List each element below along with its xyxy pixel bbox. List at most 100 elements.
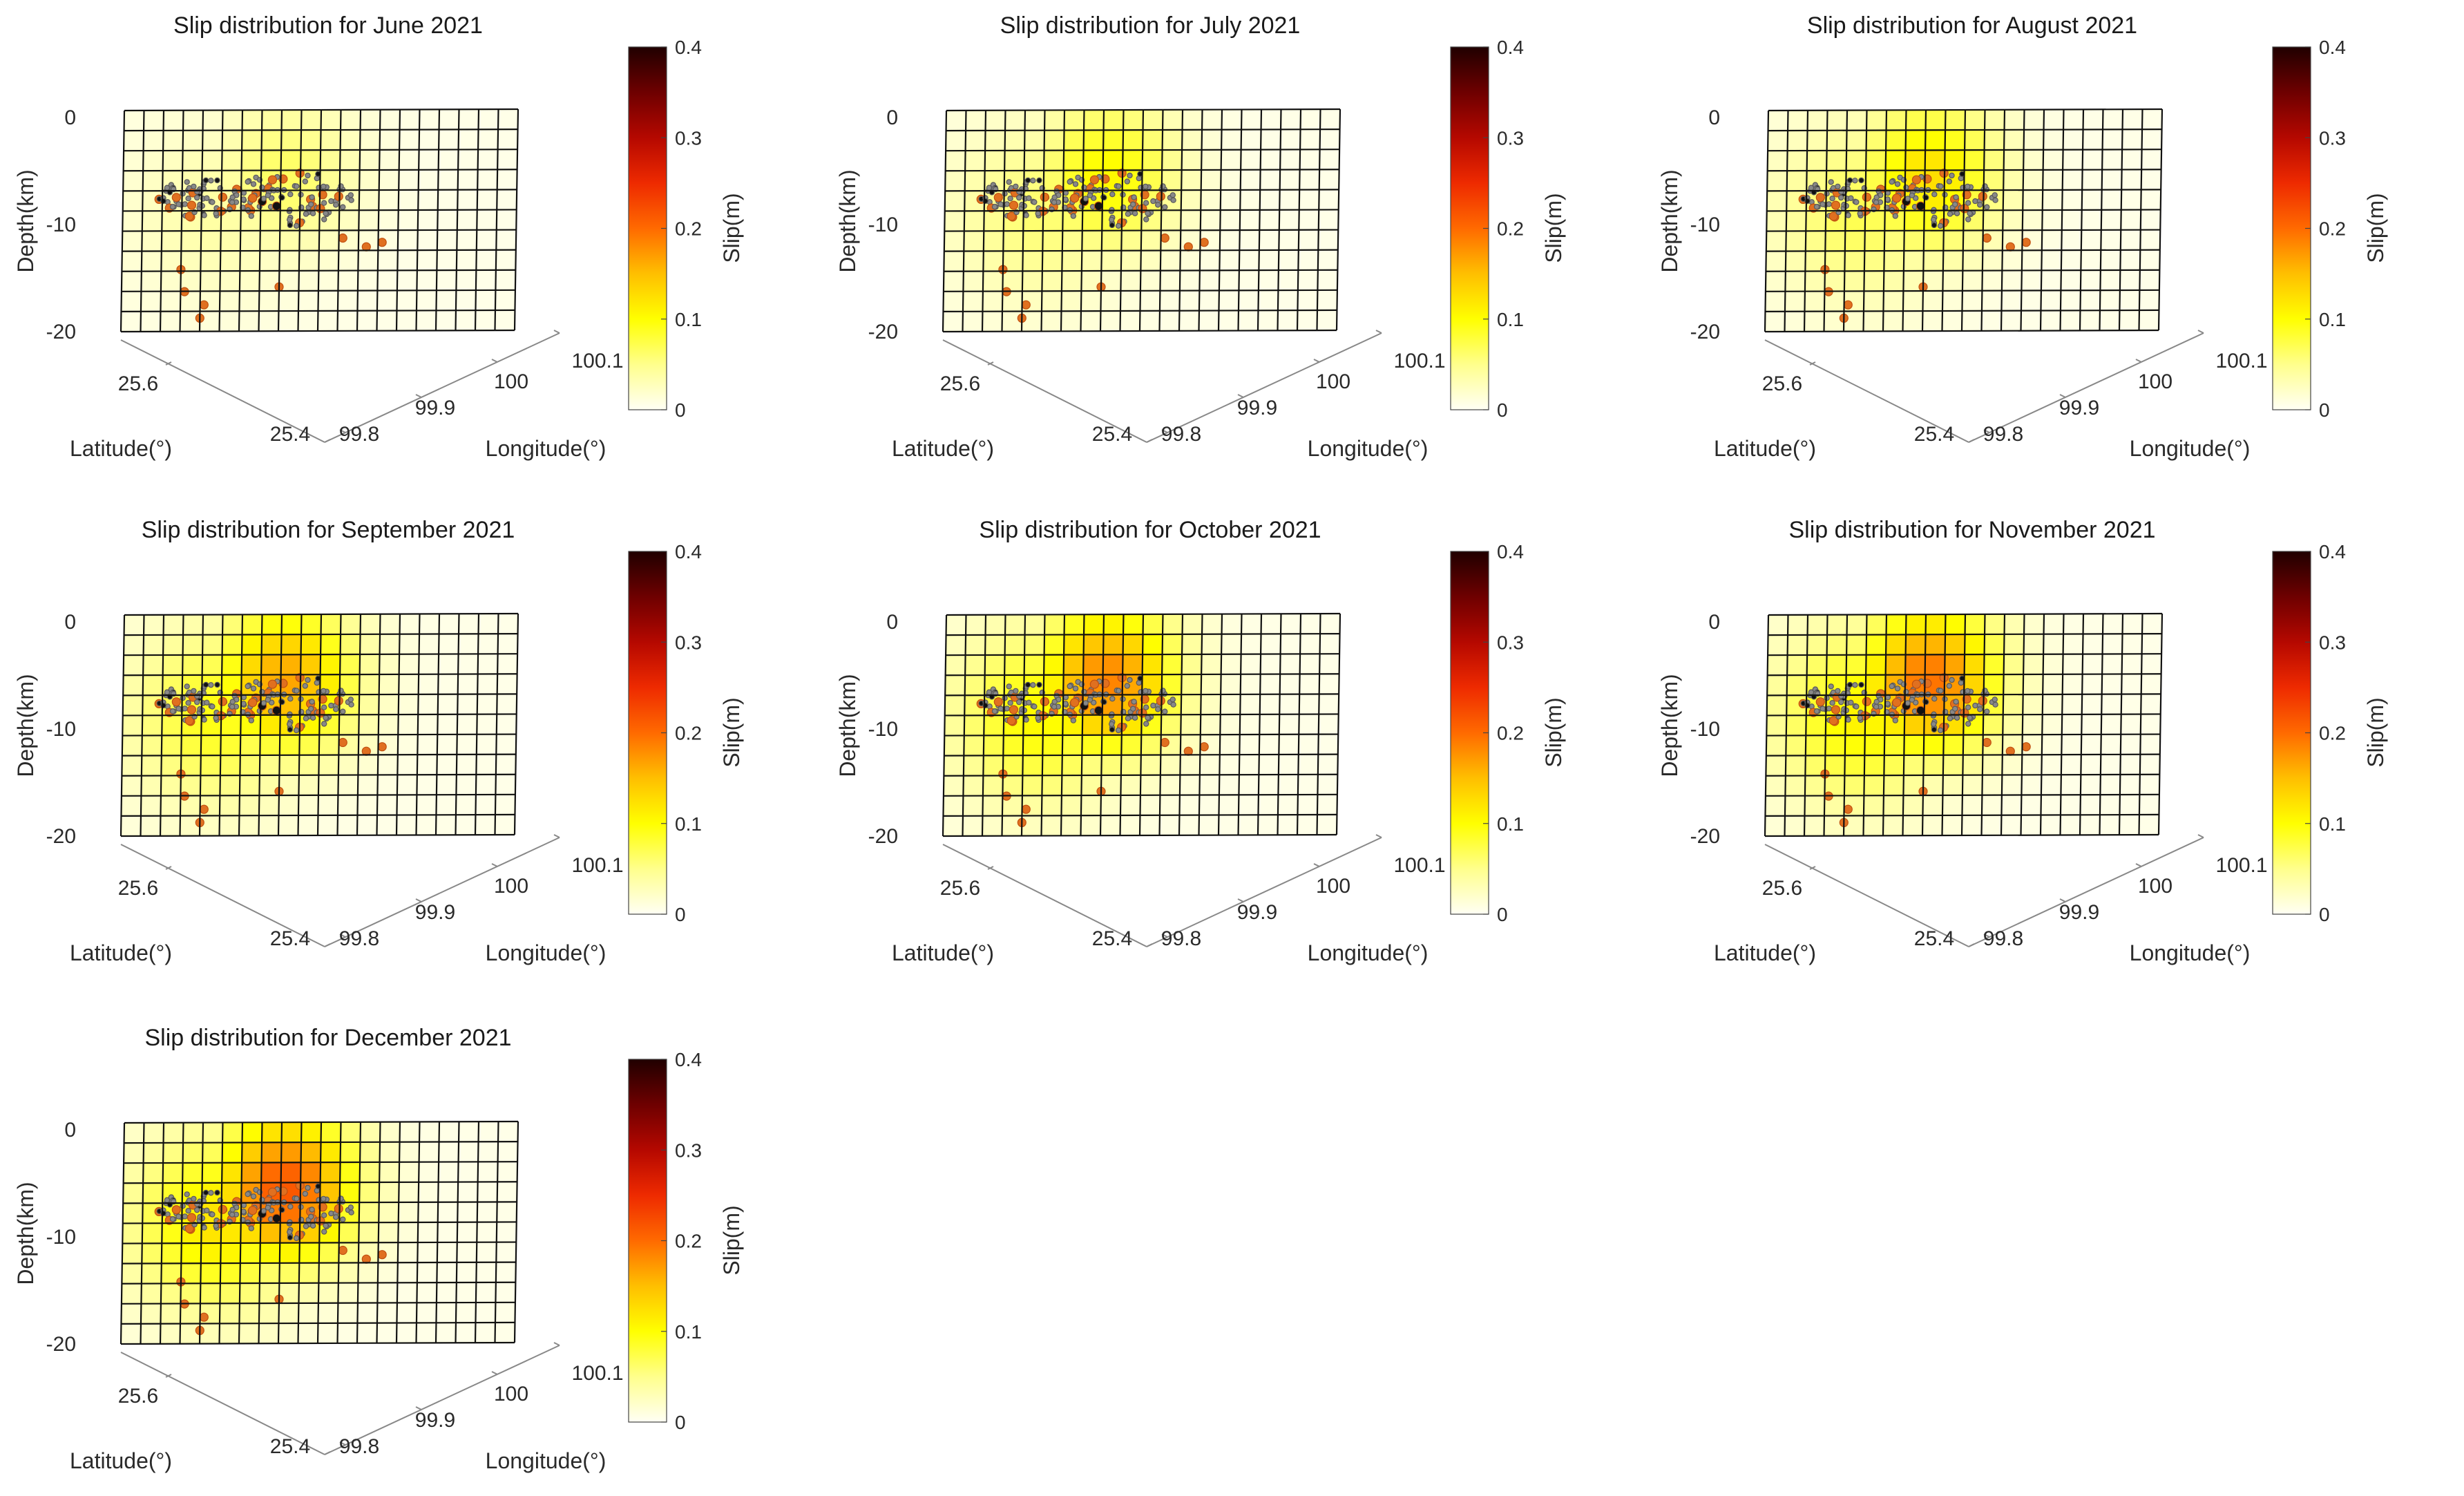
slip-cell bbox=[2121, 714, 2141, 735]
longitude-axis-line bbox=[324, 837, 560, 947]
slip-cell bbox=[1318, 229, 1339, 250]
slip-cell bbox=[1884, 714, 1905, 735]
longitude-tick-label: 99.9 bbox=[2059, 901, 2099, 924]
slip-cell bbox=[1064, 110, 1085, 131]
slip-cell bbox=[2121, 149, 2142, 170]
hypocenter-marker bbox=[214, 1189, 220, 1196]
slip-cell bbox=[1864, 210, 1885, 231]
slip-cell bbox=[161, 1263, 182, 1284]
slip-cell bbox=[242, 614, 262, 635]
slip-cell bbox=[964, 171, 985, 191]
slip-cell bbox=[2023, 654, 2044, 674]
slip-cell bbox=[376, 815, 397, 835]
slip-cell bbox=[2043, 634, 2064, 654]
hypocenter-marker bbox=[265, 1204, 271, 1211]
slip-cell bbox=[1161, 714, 1181, 735]
slip-cell bbox=[161, 735, 182, 756]
slip-cell bbox=[360, 1142, 381, 1162]
slip-cells bbox=[121, 1121, 518, 1344]
hypocenter-marker bbox=[271, 201, 281, 211]
hypocenter-marker bbox=[1006, 211, 1016, 221]
slip-cell bbox=[1766, 251, 1786, 272]
slip-cell bbox=[419, 1142, 439, 1162]
slip-cell bbox=[2121, 189, 2141, 210]
hypocenter-marker bbox=[1911, 175, 1921, 184]
slip-cell bbox=[1806, 211, 1826, 231]
grid-line bbox=[218, 614, 224, 836]
slip-cell bbox=[945, 151, 966, 171]
slip-cell bbox=[1041, 795, 1062, 816]
hypocenter-marker bbox=[1115, 222, 1122, 229]
hypocenter-marker bbox=[294, 688, 300, 694]
slip-cell bbox=[281, 130, 302, 151]
slip-cell bbox=[1160, 270, 1181, 291]
grid-line bbox=[1766, 209, 2161, 212]
slip-cell bbox=[377, 1262, 398, 1283]
grid-line bbox=[942, 614, 948, 837]
hypocenter-marker bbox=[245, 1191, 251, 1197]
grid-line bbox=[120, 1122, 126, 1345]
slip-cell bbox=[240, 230, 260, 252]
slip-cell bbox=[298, 1303, 318, 1324]
slip-cell bbox=[1317, 794, 1337, 815]
slip-cell bbox=[495, 269, 516, 290]
slip-cell bbox=[1982, 270, 2003, 291]
axis-tick bbox=[2059, 898, 2066, 902]
slip-cell bbox=[1299, 714, 1319, 735]
slip-cell bbox=[337, 1323, 358, 1343]
slip-cell bbox=[1140, 290, 1161, 311]
slip-cell bbox=[1140, 775, 1161, 795]
colorbar-tick-label: 0.3 bbox=[675, 127, 702, 149]
slip-cell bbox=[965, 654, 986, 676]
slip-cell bbox=[437, 1222, 458, 1242]
slip-cell bbox=[1161, 210, 1181, 231]
slip-cell bbox=[418, 1182, 439, 1202]
grid-line bbox=[179, 614, 184, 836]
slip-cell bbox=[1219, 250, 1240, 271]
slip-cell bbox=[2041, 815, 2061, 835]
hypocenter-marker bbox=[185, 196, 191, 202]
slip-cell bbox=[2021, 310, 2041, 331]
slip-cell bbox=[1120, 250, 1141, 271]
grid-line bbox=[2079, 614, 2085, 835]
slip-cell bbox=[1220, 694, 1241, 715]
axis-tick bbox=[1313, 863, 1320, 867]
slip-cell bbox=[261, 130, 282, 151]
slip-cell bbox=[222, 614, 242, 635]
slip-cell bbox=[142, 675, 163, 696]
longitude-tick-label: 100.1 bbox=[571, 854, 623, 877]
slip-cell bbox=[1945, 150, 1965, 171]
slip-cell bbox=[2023, 674, 2043, 695]
slip-cell bbox=[478, 634, 499, 654]
slip-cell bbox=[1100, 311, 1120, 332]
hypocenter-marker bbox=[377, 238, 387, 247]
slip-cell bbox=[436, 775, 457, 795]
colorbar-tick-label: 0.1 bbox=[1497, 309, 1524, 330]
slip-cell bbox=[1220, 209, 1241, 231]
slip-cell bbox=[1902, 795, 1923, 816]
hypocenter-marker bbox=[1965, 200, 1971, 206]
hypocenter-marker bbox=[194, 699, 200, 706]
slip-cell bbox=[495, 1322, 515, 1343]
slip-cell bbox=[298, 1282, 319, 1303]
slip-cell bbox=[1002, 795, 1022, 816]
slip-cell bbox=[963, 775, 984, 796]
slip-cell bbox=[1804, 311, 1824, 332]
hypocenter-marker bbox=[248, 193, 258, 203]
grid-line bbox=[123, 1181, 517, 1184]
slip-cell bbox=[141, 271, 162, 292]
slip-cell bbox=[1825, 231, 1846, 252]
slip-cell bbox=[300, 150, 321, 171]
slip-cell bbox=[1785, 251, 1806, 272]
slip-cell bbox=[478, 1121, 499, 1142]
longitude-tick-label: 99.8 bbox=[339, 423, 379, 446]
latitude-tick-label: 25.4 bbox=[1092, 927, 1132, 950]
slip-cell bbox=[477, 149, 498, 170]
grid-line bbox=[1767, 169, 2161, 172]
slip-cell bbox=[497, 169, 517, 190]
depth-tick-label: -20 bbox=[46, 825, 76, 848]
slip-cell bbox=[299, 735, 320, 755]
slip-cell bbox=[338, 210, 359, 231]
slip-cell bbox=[242, 634, 262, 655]
slip-cell bbox=[161, 755, 182, 776]
